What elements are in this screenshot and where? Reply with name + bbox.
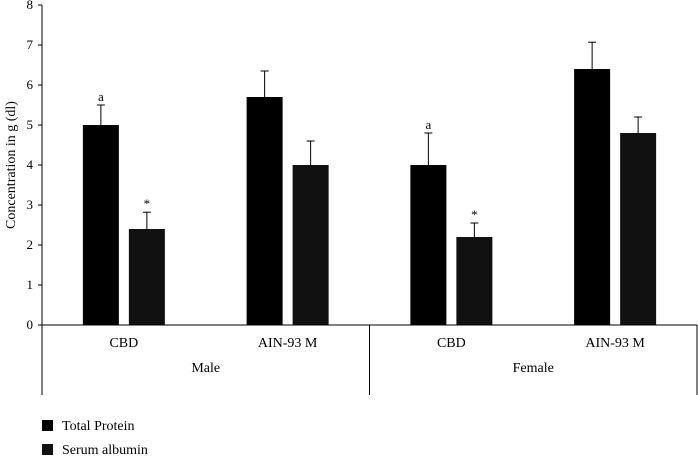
legend: Total Protein Serum albumin [42, 419, 148, 457]
y-tick-label: 2 [27, 237, 34, 252]
legend-swatch [42, 444, 53, 455]
x-tick-label: CBD [109, 336, 138, 351]
legend-entry: Total Protein [62, 419, 135, 434]
bar [82, 125, 119, 325]
y-tick-label: 5 [27, 117, 34, 132]
x-tick-label: AIN-93 M [585, 336, 645, 351]
y-tick-label: 8 [27, 0, 34, 12]
legend-swatch [42, 420, 53, 431]
x-tick-label: CBD [437, 336, 466, 351]
bar [620, 133, 657, 325]
y-tick-label: 4 [27, 157, 34, 172]
legend-entry: Serum albumin [62, 443, 148, 457]
y-tick-label: 6 [27, 77, 34, 92]
x-axis: CBD AIN-93 M CBD AIN-93 M Male Female [41, 324, 698, 395]
bar [574, 69, 611, 325]
group-label: Female [513, 361, 554, 376]
y-axis: 0 1 2 3 4 5 6 7 8 [27, 0, 43, 332]
significance-label: * [144, 196, 151, 211]
group-label: Male [191, 361, 220, 376]
bar [456, 237, 493, 325]
bar [410, 165, 447, 325]
y-tick-label: 3 [27, 197, 34, 212]
bar [292, 165, 329, 325]
x-tick-label: AIN-93 M [258, 336, 318, 351]
y-axis-label: Concentration in g (dl) [4, 101, 19, 229]
y-tick-label: 0 [27, 317, 34, 332]
bar [246, 97, 283, 325]
bars: a * a * [82, 41, 657, 325]
significance-label: a [98, 89, 104, 104]
y-tick-label: 7 [27, 37, 34, 52]
y-tick-label: 1 [27, 277, 34, 292]
significance-label: a [425, 117, 431, 132]
significance-label: * [471, 207, 478, 222]
bar [128, 229, 165, 325]
